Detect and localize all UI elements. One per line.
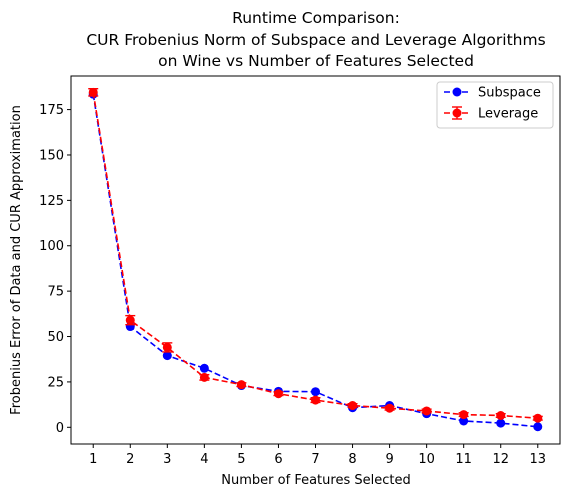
leverage-data-point [125,315,135,325]
leverage-data-point [422,406,432,416]
y-tick-label: 150 [39,148,64,163]
subspace-data-point [496,418,506,428]
leverage-data-point [459,410,469,420]
subspace-data-point [311,387,320,397]
y-tick-label: 175 [39,103,64,118]
subspace-data-point [459,416,469,426]
legend: Subspace Leverage [436,81,554,129]
leverage-data-point [236,380,246,390]
chart-title-line-3: on Wine vs Number of Features Selected [158,52,474,70]
subspace-data-point [162,351,172,361]
x-tick-label: 3 [163,452,171,467]
leverage-data-point [273,389,283,399]
x-tick-label: 13 [529,452,546,467]
x-axis-label: Number of Features Selected [221,473,410,488]
plot-area [88,87,543,432]
chart-title-line-2: CUR Frobenius Norm of Subspace and Lever… [86,31,545,49]
y-tick-label: 125 [39,194,64,209]
leverage-data-point [311,395,320,405]
legend-box [436,81,554,129]
subspace-series-line [92,94,538,428]
y-axis-label: Frobenius Error of Data and CUR Approxim… [9,105,24,415]
y-tick-label: 25 [47,375,64,390]
leverage-data-point [385,403,395,413]
legend-leverage-marker [452,108,462,118]
x-tick-label: 10 [418,452,435,467]
x-tick-label: 9 [385,452,393,467]
y-tick-label: 0 [56,421,64,436]
y-tick-label: 100 [39,239,64,254]
x-tick-label: 1 [89,452,97,467]
chart-title-line-1: Runtime Comparison: [232,9,400,27]
x-tick-label: 4 [200,452,208,467]
leverage-data-point [496,410,506,420]
plot-frame [70,75,561,445]
legend-subspace-label: Subspace [478,86,541,101]
leverage-series-line [92,92,538,420]
x-tick-label: 8 [348,452,356,467]
leverage-data-point [88,87,98,97]
x-tick-label: 2 [126,452,134,467]
subspace-data-point [199,363,209,373]
x-tick-label: 5 [237,452,245,467]
leverage-data-point [199,372,209,382]
y-tick-label: 75 [47,285,64,300]
leverage-data-point [348,401,358,411]
leverage-data-point [162,342,172,352]
legend-subspace-marker [452,87,462,97]
leverage-data-point [533,413,543,423]
subspace-data-point [533,422,543,432]
x-tick-label: 6 [274,452,282,467]
x-tick-label: 11 [455,452,472,467]
x-tick-label: 12 [492,452,509,467]
x-tick-label: 7 [311,452,319,467]
legend-leverage-label: Leverage [478,107,538,122]
y-tick-label: 50 [47,330,64,345]
